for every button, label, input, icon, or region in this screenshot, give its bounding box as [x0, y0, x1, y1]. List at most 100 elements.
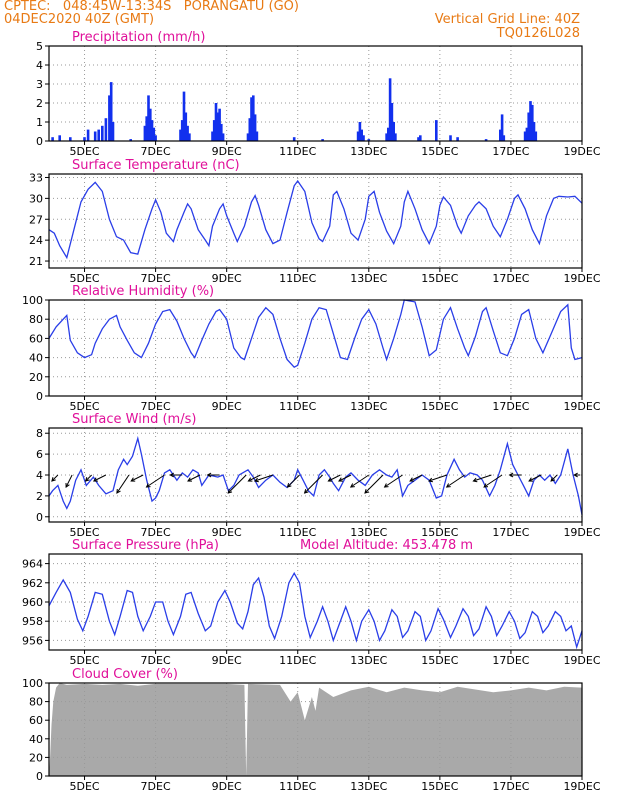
panel-0-bar-51 [394, 133, 397, 141]
panel-0-bar-4 [86, 129, 90, 141]
panel-0-bar-25 [188, 133, 191, 141]
panel-3-xtick-label-3: 11DEC [279, 526, 316, 539]
header-line1: CPTEC: 048:45W-13:34S PORANGATU (GO) [4, 0, 299, 14]
panel-5-xtick-label-7: 19DEC [563, 780, 600, 793]
panel-3-ytick-label-3: 6 [36, 448, 43, 461]
panel-3-wind-arrow-16 [338, 474, 352, 482]
panel-5-title: Cloud Cover (%) [72, 667, 178, 682]
panel-3-wind-arrowhead-14 [303, 489, 309, 494]
panel-0-title: Precipitation (mm/h) [72, 30, 205, 45]
panel-0-bar-0 [51, 137, 54, 141]
panel-5-ytick-label-1: 20 [29, 751, 43, 764]
panel-0-bar-43 [360, 129, 363, 141]
panel-4-ytick-label-3: 962 [22, 577, 43, 590]
panel-0-bar-16 [149, 108, 152, 141]
panel-4-series-line [48, 571, 583, 650]
panel-0-bar-54 [435, 120, 438, 141]
panel-3-wind-arrow-2 [85, 474, 92, 482]
panel-2-ytick-label-5: 100 [22, 294, 43, 307]
panel-0-bar-33 [246, 133, 250, 141]
panel-2-xtick-label-7: 19DEC [563, 400, 600, 413]
panel-3-wind-arrowhead-19 [383, 483, 389, 488]
panel-3-wind-arrow-27 [550, 474, 558, 482]
panel-3-wind-arrowhead-4 [116, 488, 121, 494]
panel-3-wind-arrowhead-23 [472, 477, 478, 483]
panel-3-wind-arrow-6 [146, 474, 165, 488]
panel-3-wind-arrowhead-5 [130, 477, 136, 482]
panel-0-xtick-label-4: 13DEC [350, 145, 387, 158]
panel-4-ytick-label-1: 958 [22, 615, 43, 628]
panel-3-xtick-label-5: 15DEC [421, 526, 458, 539]
panel-0-bar-9 [108, 95, 111, 141]
panel-0-bar-35 [250, 97, 253, 141]
panel-0-ytick-label-0: 0 [36, 135, 43, 148]
panel-1-xtick-label-3: 11DEC [279, 272, 316, 285]
panel-0-bar-34 [248, 118, 252, 141]
panel-3-xtick-label-1: 7DEC [141, 526, 171, 539]
panel-1-ytick-label-2: 27 [29, 213, 43, 226]
panel-0-bar-40 [321, 139, 324, 141]
panel-1-ytick-label-0: 21 [29, 255, 43, 268]
panel-2-ytick-label-3: 60 [29, 332, 43, 345]
panel-1-xtick-label-2: 9DEC [212, 272, 242, 285]
panel-3-xtick-label-2: 9DEC [212, 526, 242, 539]
panel-4-frame [48, 553, 583, 651]
panel-3-wind-arrow-22 [446, 474, 466, 488]
panel-0-xtick-label-2: 9DEC [212, 145, 242, 158]
panel-3-ytick-label-0: 0 [36, 511, 43, 524]
panel-3-wind-arrow-26 [528, 474, 542, 482]
panel-5-xtick-label-2: 9DEC [212, 780, 242, 793]
panel-0-bar-7 [101, 125, 104, 141]
panel-3-wind-arrow-0 [51, 474, 59, 482]
panel-0-bar-65 [531, 104, 534, 141]
panel-3-wind-arrow-23 [473, 474, 492, 482]
panel-3-wind-arrow-8 [187, 474, 201, 482]
panel-0-bar-24 [186, 125, 189, 141]
panel-1-xtick-label-6: 17DEC [492, 272, 529, 285]
panel-5-cloud-area [49, 683, 582, 776]
panel-0-bar-13 [143, 125, 147, 141]
panel-0-bar-55 [449, 135, 452, 141]
panel-0-bar-22 [182, 91, 186, 141]
panel-3-wind-arrow-24 [483, 474, 503, 488]
panel-3-wind-arrow-1 [65, 474, 73, 488]
panel-1-xtick-label-5: 15DEC [421, 272, 458, 285]
panel-0-bar-36 [252, 95, 255, 141]
panel-4-xtick-label-1: 7DEC [141, 654, 171, 667]
panel-3-wind-arrowhead-11 [247, 477, 253, 482]
panel-5-xtick-label-1: 7DEC [141, 780, 171, 793]
panel-2-frame [48, 299, 583, 397]
panel-0-bar-67 [534, 131, 538, 141]
panel-0-bar-26 [211, 131, 214, 141]
panel-0-bar-14 [145, 116, 148, 141]
panel-0-xtick-label-3: 11DEC [279, 145, 316, 158]
panel-5-xtick-label-6: 17DEC [492, 780, 529, 793]
header-right1: Vertical Grid Line: 40Z [434, 12, 580, 27]
panel-2-xtick-label-6: 17DEC [492, 400, 529, 413]
panel-0-bar-47 [387, 127, 390, 141]
panel-0-frame [48, 45, 583, 142]
panel-2-xtick-label-4: 13DEC [350, 400, 387, 413]
panel-2-xtick-label-2: 9DEC [212, 400, 242, 413]
panel-4-xtick-label-7: 19DEC [563, 654, 600, 667]
panel-3-wind-arrow-18 [364, 474, 384, 494]
panel-2-ytick-label-0: 0 [36, 390, 43, 403]
panel-0-ytick-label-3: 3 [36, 78, 43, 91]
panel-3-wind-arrow-3 [93, 474, 107, 482]
panel-3-wind-arrowhead-28 [573, 472, 578, 478]
panel-3-wind-arrowhead-26 [528, 477, 534, 482]
panel-3-wind-arrow-15 [328, 474, 341, 482]
panel-3-wind-arrow-14 [304, 474, 323, 494]
panel-0-xtick-label-7: 19DEC [563, 145, 600, 158]
panel-0-bar-1 [58, 135, 61, 141]
panel-1-xtick-label-0: 5DEC [69, 272, 99, 285]
panel-0-bar-49 [390, 103, 394, 141]
panel-3-wind-arrowhead-13 [286, 483, 292, 488]
panel-1-title: Surface Temperature (nC) [72, 158, 240, 173]
panel-3-ytick-label-2: 4 [36, 469, 43, 482]
panel-4-xtick-label-4: 13DEC [350, 654, 387, 667]
panel-0-bar-17 [150, 120, 154, 141]
panel-3-wind-arrowhead-10 [227, 489, 233, 494]
panel-3-wind-arrow-4 [116, 474, 130, 494]
